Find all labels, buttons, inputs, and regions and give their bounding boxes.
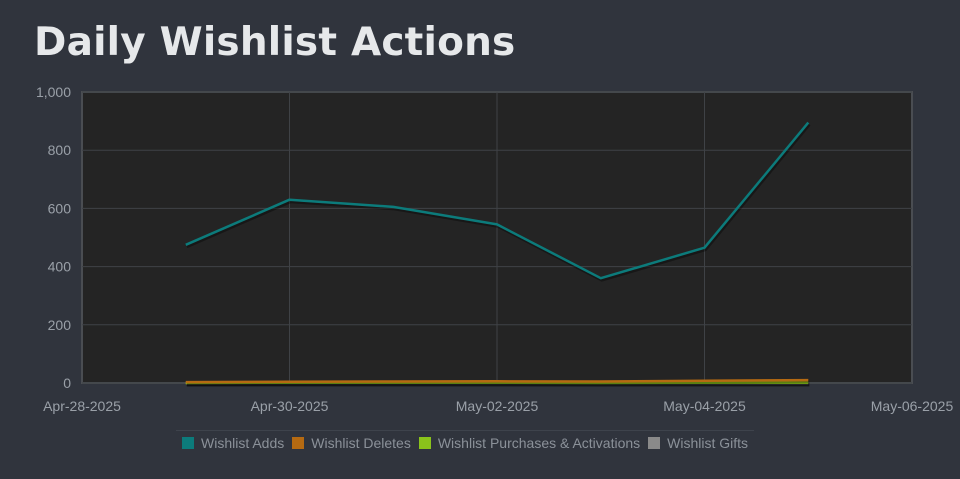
x-tick-label: May-02-2025	[456, 398, 539, 414]
legend-item-wishlist-purchases-activations[interactable]: Wishlist Purchases & Activations	[418, 435, 641, 451]
legend-label: Wishlist Adds	[201, 435, 285, 451]
x-tick-label: May-06-2025	[871, 398, 954, 414]
legend-item-wishlist-adds[interactable]: Wishlist Adds	[182, 435, 284, 451]
series-line-wishlist-adds	[185, 121, 810, 280]
y-tick-label: 200	[48, 317, 72, 333]
legend-swatch	[292, 437, 305, 449]
series-shadow-wishlist-adds	[186, 123, 811, 282]
y-tick-label: 600	[48, 200, 72, 216]
legend-swatch	[418, 437, 431, 449]
legend-item-wishlist-deletes[interactable]: Wishlist Deletes	[292, 435, 411, 451]
series-layer	[185, 121, 811, 387]
legend-swatch	[648, 437, 661, 449]
legend-label: Wishlist Deletes	[311, 435, 411, 451]
legend-swatch	[182, 437, 194, 449]
y-tick-label: 1,000	[36, 84, 71, 100]
y-tick-label: 400	[48, 259, 72, 275]
x-tick-label: May-04-2025	[663, 398, 746, 414]
x-tick-label: Apr-30-2025	[251, 398, 329, 414]
page-title: Daily Wishlist Actions	[34, 20, 516, 65]
legend-label: Wishlist Purchases & Activations	[437, 435, 641, 451]
axis-labels: 1,000 800 600 400 200 0 Apr-28-2025 Apr-30-2025…	[36, 84, 954, 414]
series-shadow-wishlist-deletes	[186, 380, 810, 386]
legend: Wishlist Adds Wishlist Deletes Wishlist Pu…	[176, 430, 755, 455]
line-chart: 1,000 800 600 400 200 0 Apr-28-2025 Apr-30-2025…	[36, 84, 954, 414]
series-line-wishlist-deletes	[185, 378, 809, 384]
y-tick-label: 0	[63, 375, 71, 391]
legend-label: Wishlist Gifts	[667, 435, 749, 451]
y-tick-label: 800	[48, 142, 72, 158]
x-tick-label: Apr-28-2025	[43, 398, 121, 414]
legend-item-wishlist-gifts[interactable]: Wishlist Gifts	[648, 435, 748, 451]
